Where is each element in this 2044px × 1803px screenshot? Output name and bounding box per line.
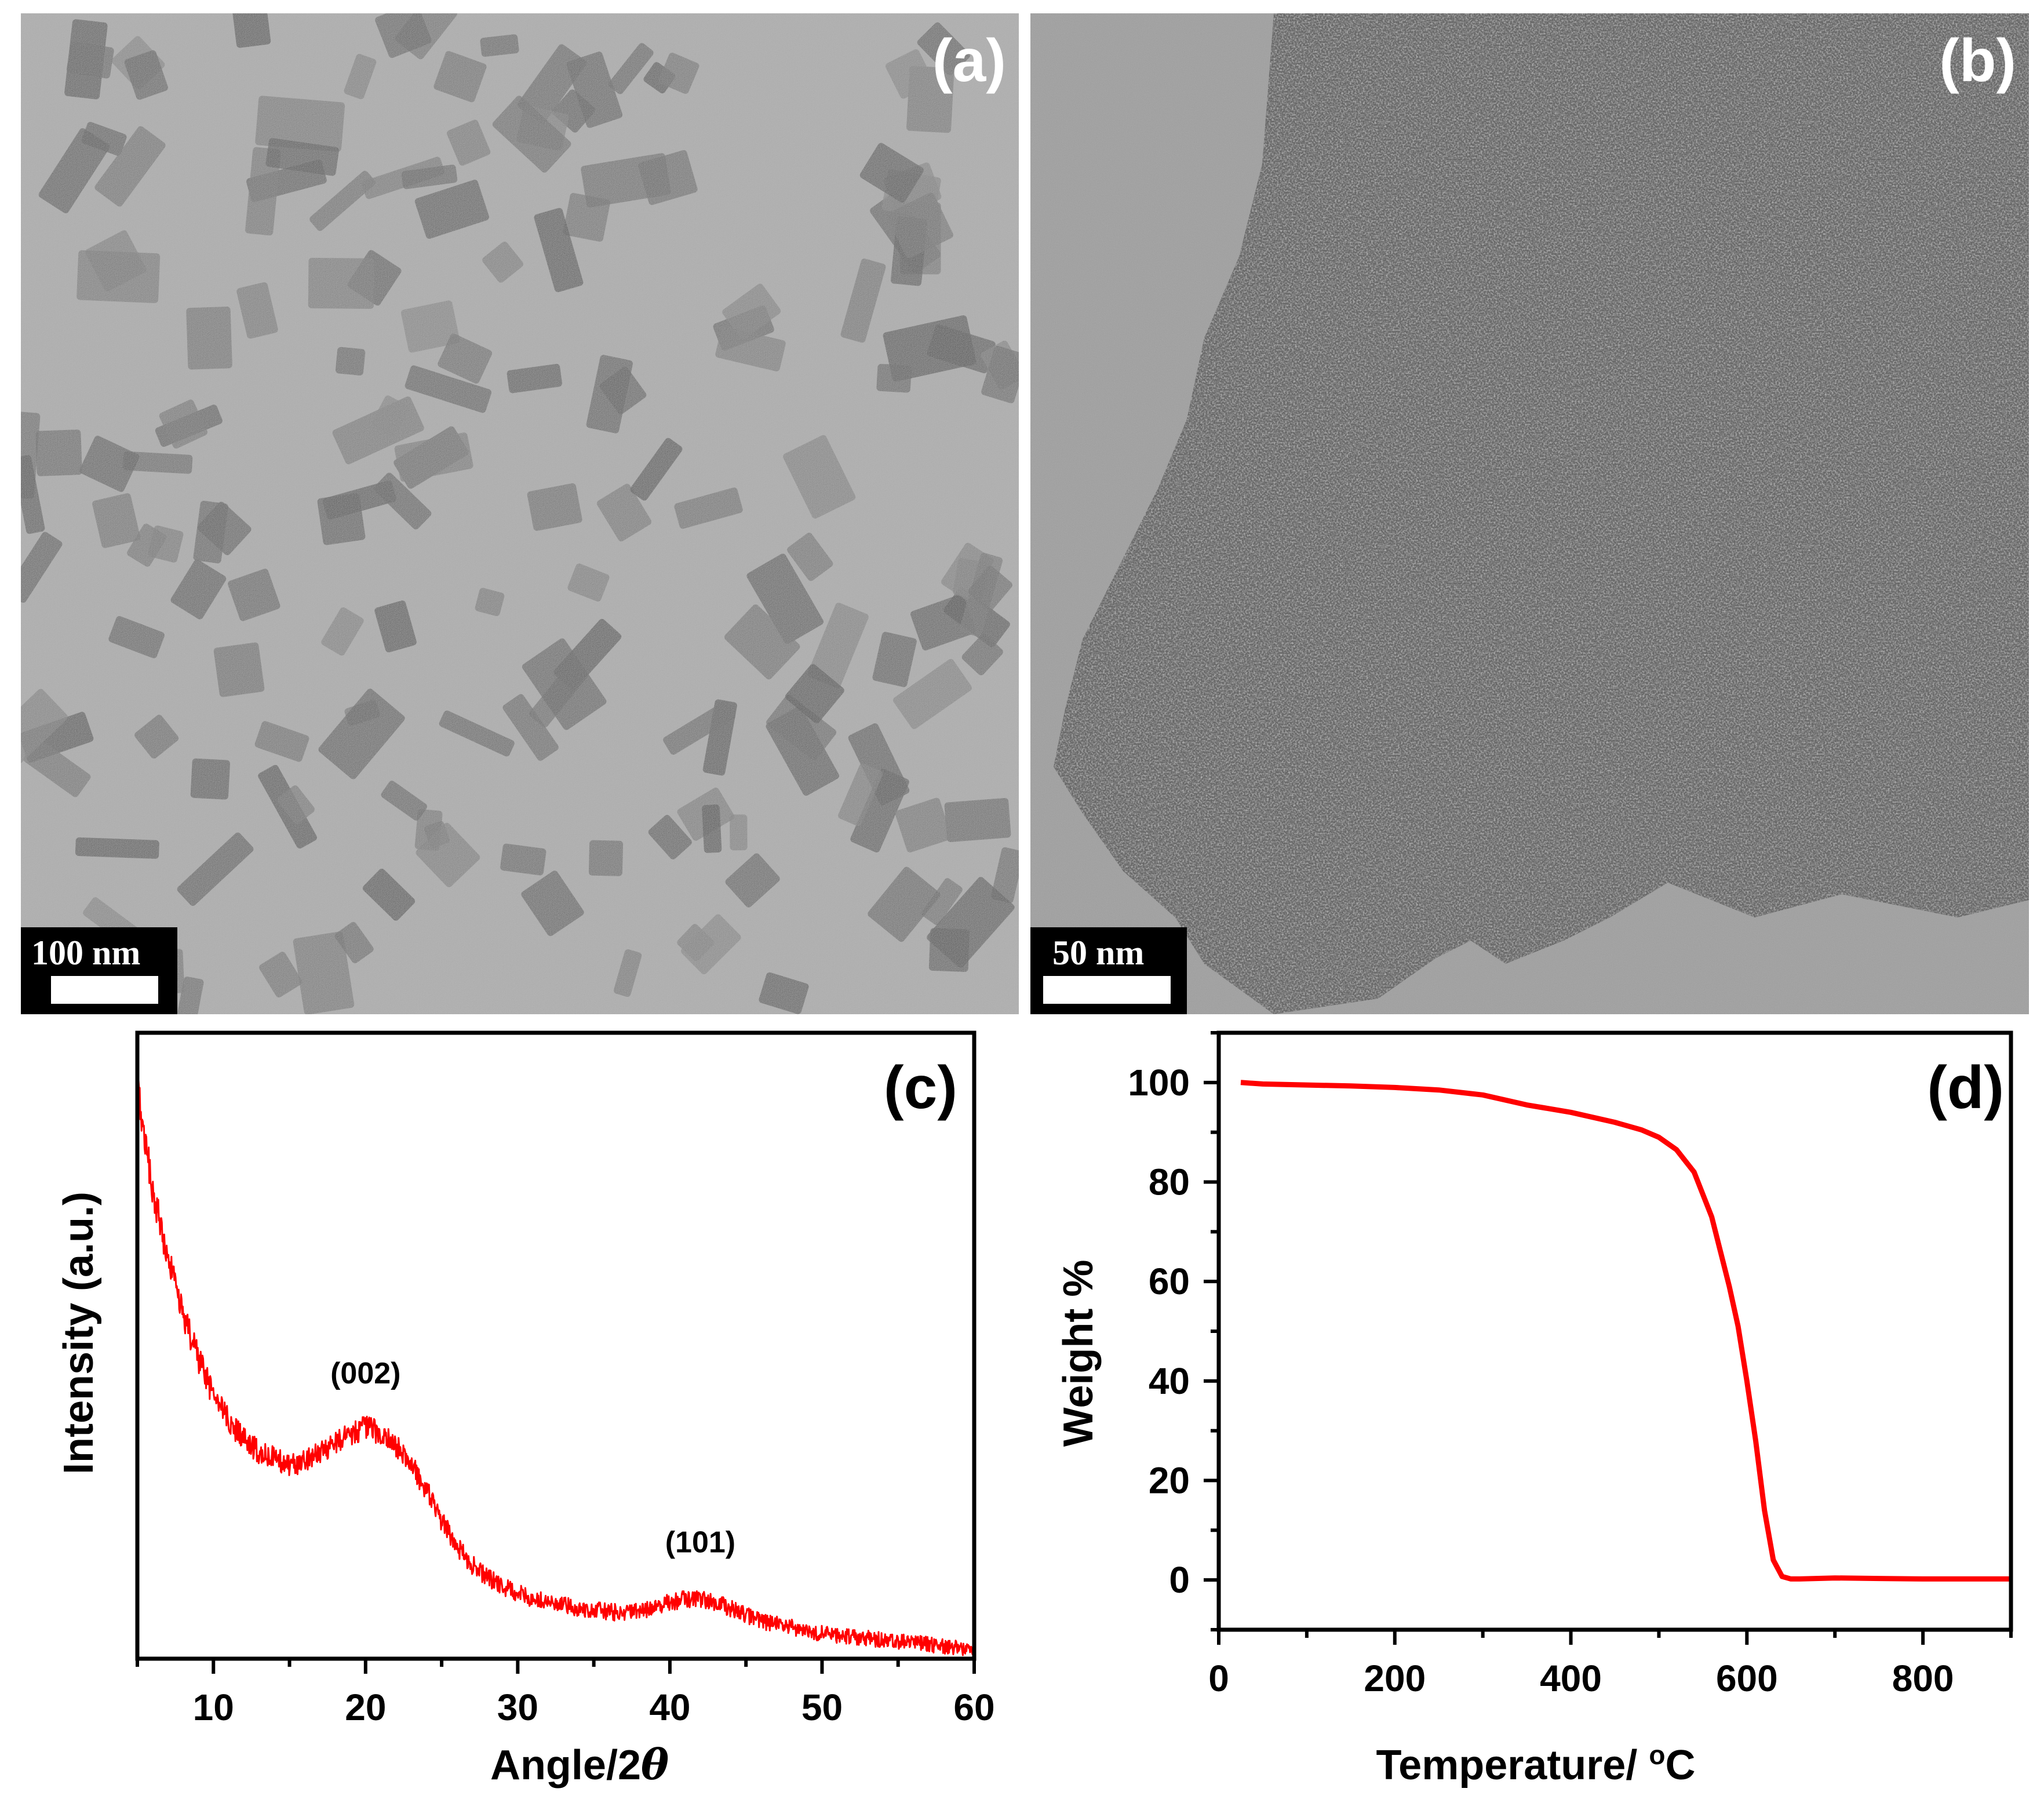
tga-chart: 0 200 400 600 800 0 20 40 60 80 100 (d) Weight % T… (1055, 1030, 2013, 1789)
tga-y-tick-label: 80 (1149, 1161, 1190, 1203)
tga-x-axis-label-degree: o (1649, 1740, 1665, 1770)
xrd-y-axis-label: Intensity (a.u.) (56, 1192, 102, 1474)
tga-x-tick-label: 400 (1540, 1658, 1602, 1699)
xrd-x-tick-label: 30 (497, 1687, 538, 1728)
xrd-x-tick-label: 50 (801, 1687, 843, 1728)
tga-y-tick-label: 100 (1128, 1062, 1190, 1103)
xrd-x-tick-label: 40 (649, 1687, 690, 1728)
tga-x-axis-label-text: Temperature/ (1376, 1742, 1649, 1789)
scale-bar-b: 50 nm (1030, 927, 1187, 1014)
tga-x-tick-label: 200 (1364, 1658, 1426, 1699)
panel-label-d: (d) (1927, 1054, 2004, 1121)
xrd-plot-frame (135, 1030, 977, 1661)
xrd-x-axis-label: Angle/2θ (490, 1740, 669, 1789)
tem-image-a-graphic (21, 13, 1019, 1014)
tga-y-axis-label: Weight % (1055, 1260, 1102, 1447)
tga-y-tick-label: 20 (1149, 1460, 1190, 1502)
xrd-x-tick-label: 10 (193, 1687, 234, 1728)
tem-image-b: (b) 50 nm (1030, 13, 2029, 1014)
xrd-chart: 10 20 30 40 50 60 (002) (101) (c) Intensity (a.… (56, 1030, 995, 1789)
xrd-series-line (136, 1074, 975, 1657)
tem-image-b-graphic (1030, 13, 2029, 1014)
tga-x-axis-label: Temperature/ oC (1376, 1740, 1696, 1789)
xrd-peak-annotation: (101) (665, 1525, 735, 1559)
tga-x-tick-label: 600 (1716, 1658, 1778, 1699)
tem-image-a: (a) 100 nm (21, 13, 1019, 1014)
tga-x-tick-label: 800 (1892, 1658, 1954, 1699)
tga-y-tick-label: 60 (1149, 1261, 1190, 1302)
tga-y-tick-label: 0 (1169, 1559, 1190, 1601)
xrd-x-tick-label: 60 (953, 1687, 994, 1728)
scale-bar-text-b: 50 nm (1052, 934, 1145, 972)
xrd-x-axis-label-text: Angle/2 (490, 1742, 641, 1789)
scale-bar-line-a (51, 976, 158, 1004)
tga-x-axis-label-unit: C (1665, 1742, 1695, 1789)
panel-label-c: (c) (884, 1054, 957, 1121)
tga-x-tick-label: 0 (1208, 1658, 1229, 1699)
scale-bar-line-b (1043, 976, 1171, 1004)
tga-y-tick-label: 40 (1149, 1360, 1190, 1402)
panel-label-a: (a) (932, 27, 1006, 94)
scale-bar-a: 100 nm (21, 927, 177, 1014)
xrd-x-axis-label-symbol: θ (641, 1740, 669, 1789)
panel-label-b: (b) (1939, 27, 2016, 94)
tga-series-line (1240, 1080, 2011, 1582)
xrd-peak-annotation: (002) (330, 1357, 400, 1390)
xrd-x-tick-label: 20 (345, 1687, 386, 1728)
scale-bar-text-a: 100 nm (31, 934, 141, 972)
